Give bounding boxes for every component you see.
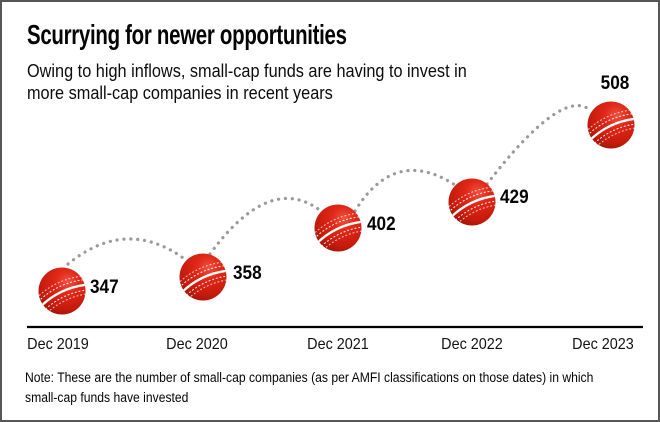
chart-subtitle-line-2: more small-cap companies in recent years <box>27 82 333 103</box>
cricket-ball-icon-dec-2022 <box>445 179 502 227</box>
trajectory-arc-1 <box>66 237 188 266</box>
value-label-dec-2021: 402 <box>367 213 396 235</box>
cricket-ball-icon-dec-2020 <box>176 254 233 302</box>
x-tick-dec-2022: Dec 2022 <box>441 336 503 353</box>
x-axis-labels: Dec 2019 Dec 2020 Dec 2021 Dec 2022 Dec … <box>2 336 658 356</box>
cricket-ball-icon-dec-2023 <box>584 102 641 150</box>
chart-note-line-2: small-cap funds have invested <box>25 389 189 405</box>
x-tick-dec-2019: Dec 2019 <box>27 336 89 353</box>
value-label-dec-2020: 358 <box>233 262 262 284</box>
value-label-dec-2019: 347 <box>90 276 119 298</box>
cricket-ball-icon-dec-2019 <box>35 268 92 316</box>
chart-note-line-1: Note: These are the number of small-cap … <box>25 370 594 385</box>
trajectory-arc-2 <box>208 196 323 256</box>
trajectory-arc-4 <box>485 104 592 186</box>
trajectory-arc-3 <box>353 168 457 213</box>
chart-note: Note: These are the number of small-cap … <box>25 368 593 407</box>
value-label-dec-2023: 508 <box>600 72 630 94</box>
chart-title: Scurrying for newer opportunities <box>27 19 347 50</box>
x-tick-dec-2021: Dec 2021 <box>307 336 369 353</box>
value-label-dec-2022: 429 <box>500 186 529 208</box>
chart-subtitle-line-1: Owing to high inflows, small-cap funds a… <box>27 60 467 81</box>
x-tick-dec-2020: Dec 2020 <box>166 336 228 353</box>
cricket-ball-icon-dec-2021 <box>311 205 368 253</box>
x-tick-dec-2023: Dec 2023 <box>572 336 634 353</box>
chart-subtitle: Owing to high inflows, small-cap funds a… <box>27 60 467 104</box>
